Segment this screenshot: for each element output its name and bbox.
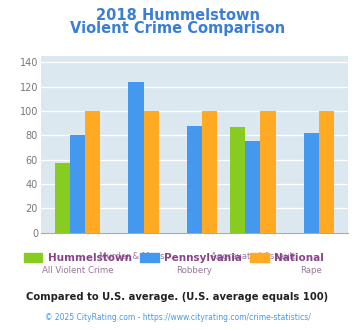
Bar (143, 111, 159, 233)
Bar (55, 163, 70, 233)
Text: Murder & Mans...: Murder & Mans... (99, 252, 173, 261)
Text: Robbery: Robbery (176, 266, 212, 275)
Bar (230, 127, 245, 233)
Bar (319, 111, 334, 233)
Text: 2018 Hummelstown: 2018 Hummelstown (95, 8, 260, 23)
Text: © 2025 CityRating.com - https://www.cityrating.com/crime-statistics/: © 2025 CityRating.com - https://www.city… (45, 313, 310, 322)
Text: All Violent Crime: All Violent Crime (42, 266, 113, 275)
Legend: Hummelstown, Pennsylvania, National: Hummelstown, Pennsylvania, National (20, 248, 328, 267)
Bar (202, 111, 217, 233)
Bar (260, 111, 275, 233)
Bar (129, 82, 143, 233)
Text: Rape: Rape (300, 266, 322, 275)
Text: Violent Crime Comparison: Violent Crime Comparison (70, 21, 285, 36)
Bar (304, 133, 319, 233)
Text: Compared to U.S. average. (U.S. average equals 100): Compared to U.S. average. (U.S. average … (26, 292, 329, 302)
Bar (85, 111, 100, 233)
Text: Aggravated Assault: Aggravated Assault (211, 252, 295, 261)
Bar (245, 141, 260, 233)
Bar (70, 135, 85, 233)
Bar (187, 125, 202, 233)
